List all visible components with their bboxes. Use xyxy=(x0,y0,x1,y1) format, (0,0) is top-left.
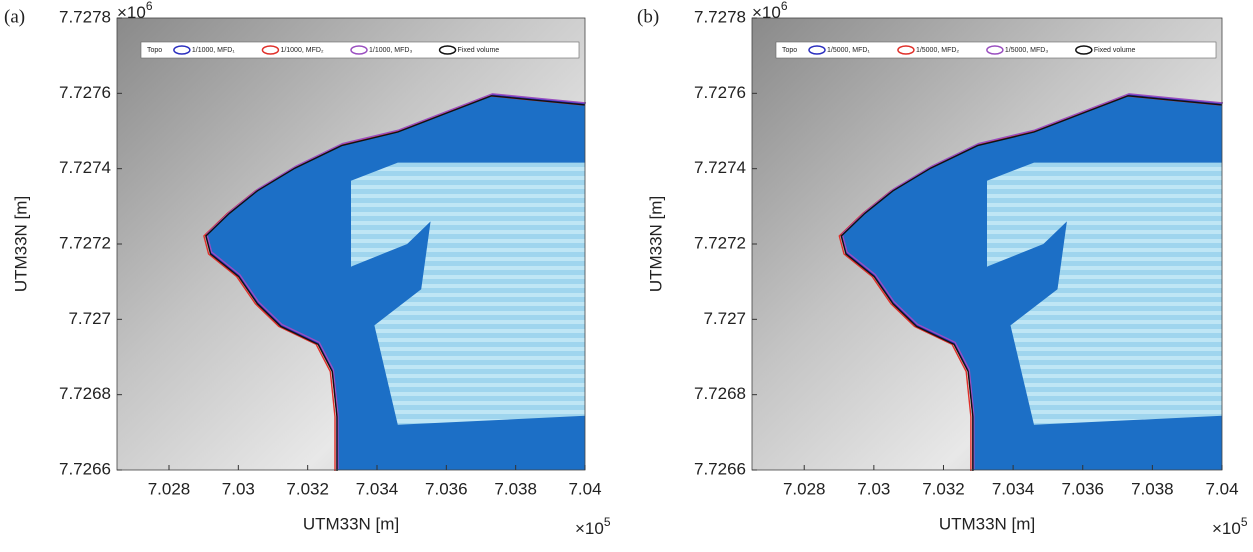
x-axis-label: UTM33N [m] xyxy=(303,514,399,533)
y-tick-label: 7.7278 xyxy=(59,7,111,26)
y-tick-label: 7.7276 xyxy=(694,83,746,102)
legend-label: 1/5000, MFD₁ xyxy=(827,47,870,54)
ice-interior xyxy=(987,162,1222,425)
x-tick-label: 7.034 xyxy=(992,479,1035,498)
y-tick-label: 7.7272 xyxy=(59,233,111,252)
contour-line xyxy=(205,95,586,471)
multiplier: ×10 xyxy=(752,3,781,22)
x-exponent-label: ×105 xyxy=(1212,515,1248,538)
y-tick-label: 7.7268 xyxy=(59,384,111,403)
x-tick-label: 7.028 xyxy=(783,479,826,498)
legend-swatch xyxy=(350,45,368,55)
ice-interior xyxy=(351,162,585,425)
exponent: 5 xyxy=(1241,515,1248,529)
x-tick-label: 7.038 xyxy=(1131,479,1174,498)
legend-swatch xyxy=(173,45,191,55)
legend-label: Topo xyxy=(782,47,797,54)
legend-label: Topo xyxy=(147,47,162,54)
y-tick-label: 7.727 xyxy=(703,309,746,328)
legend-label: 1/1000, MFD₁ xyxy=(192,47,235,54)
legend-box xyxy=(775,41,1217,59)
y-tick-label: 7.7272 xyxy=(694,233,746,252)
x-tick-label: 7.03 xyxy=(222,479,255,498)
x-tick-label: 7.036 xyxy=(425,479,468,498)
y-tick-label: 7.7274 xyxy=(59,158,111,177)
y-tick-label: 7.7274 xyxy=(694,158,746,177)
y-tick-label: 7.727 xyxy=(68,309,111,328)
x-tick-label: 7.03 xyxy=(857,479,890,498)
y-axis-label: UTM33N [m] xyxy=(646,196,665,292)
y-tick-label: 7.7266 xyxy=(59,459,111,478)
x-axis-label: UTM33N [m] xyxy=(939,514,1035,533)
legend-swatch xyxy=(897,45,915,55)
y-exponent-label: ×106 xyxy=(752,0,788,22)
exponent: 6 xyxy=(146,0,153,13)
x-tick-label: 7.032 xyxy=(922,479,965,498)
legend-label: Fixed volume xyxy=(458,47,500,54)
x-tick-label: 7.038 xyxy=(494,479,537,498)
multiplier: ×10 xyxy=(575,519,604,538)
contour-line xyxy=(840,95,1223,471)
y-exponent-label: ×106 xyxy=(117,0,153,22)
legend-swatch xyxy=(986,45,1004,55)
legend-box xyxy=(140,41,580,59)
legend-label: 1/1000, MFD₂ xyxy=(280,47,323,54)
y-axis-label: UTM33N [m] xyxy=(11,196,30,292)
legend-swatch xyxy=(1075,45,1093,55)
x-tick-label: 7.028 xyxy=(148,479,191,498)
exponent: 6 xyxy=(781,0,788,13)
x-tick-label: 7.032 xyxy=(286,479,329,498)
legend-swatch xyxy=(261,45,280,55)
y-tick-label: 7.7268 xyxy=(694,384,746,403)
legend-label: 1/5000, MFD₃ xyxy=(1005,47,1048,54)
multiplier: ×10 xyxy=(117,3,146,22)
y-tick-label: 7.7276 xyxy=(59,83,111,102)
x-tick-label: 7.034 xyxy=(356,479,399,498)
legend-label: Fixed volume xyxy=(1094,47,1136,54)
y-tick-label: 7.7278 xyxy=(694,7,746,26)
x-tick-label: 7.04 xyxy=(568,479,601,498)
multiplier: ×10 xyxy=(1212,519,1241,538)
panel-label: (a) xyxy=(4,6,25,27)
y-tick-label: 7.7266 xyxy=(694,459,746,478)
x-tick-label: 7.036 xyxy=(1061,479,1104,498)
x-tick-label: 7.04 xyxy=(1205,479,1238,498)
legend-label: 1/1000, MFD₃ xyxy=(369,47,412,54)
legend-label: 1/5000, MFD₂ xyxy=(916,47,959,54)
legend-swatch xyxy=(808,45,826,55)
panel-label: (b) xyxy=(637,6,659,27)
x-exponent-label: ×105 xyxy=(575,515,611,538)
contour-line xyxy=(841,93,1224,469)
legend-swatch xyxy=(438,45,457,55)
exponent: 5 xyxy=(604,515,611,529)
contour-line xyxy=(206,93,587,469)
